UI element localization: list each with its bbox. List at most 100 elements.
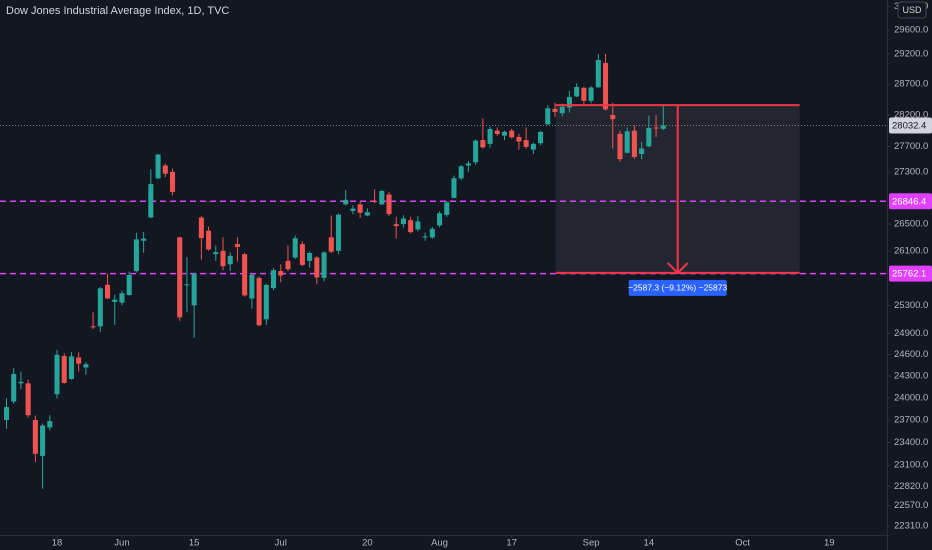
candle-body — [213, 252, 219, 255]
candle-body — [653, 127, 659, 129]
candle-body — [47, 421, 53, 428]
y-tick-label: 22820.0 — [894, 481, 928, 492]
candle-body — [307, 252, 313, 261]
x-tick-label: Aug — [431, 538, 448, 549]
candle-body — [299, 244, 305, 265]
candle-body — [400, 218, 406, 225]
candle-body — [328, 237, 334, 252]
candle-body — [83, 364, 89, 368]
candle-body — [429, 228, 435, 238]
y-tick-label: 28700.0 — [894, 79, 928, 90]
candle-body — [538, 131, 544, 144]
x-tick-label: 20 — [362, 538, 373, 549]
y-tick-label: 29600.0 — [894, 25, 928, 36]
candle-body — [364, 212, 370, 216]
candle-body — [206, 230, 212, 250]
candle-body — [3, 407, 10, 420]
candle-body — [141, 238, 147, 241]
y-tick-label: 26100.0 — [894, 245, 928, 256]
candle-body — [559, 106, 565, 114]
y-tick-label: 23100.0 — [894, 459, 928, 470]
candle-body — [574, 87, 580, 97]
candle-body — [227, 255, 233, 265]
candle-body — [198, 217, 204, 239]
candle-body — [444, 202, 450, 215]
hline-price-label-box — [889, 265, 932, 282]
candle-body — [408, 220, 414, 233]
candle-body — [516, 136, 522, 142]
candle-body — [234, 244, 240, 248]
candle-body — [610, 115, 616, 120]
x-tick-label: Jul — [275, 538, 287, 549]
candle-body — [285, 260, 291, 270]
candle-body — [458, 166, 464, 179]
y-tick-label: 27700.0 — [894, 141, 928, 152]
y-tick-label: 27300.0 — [894, 166, 928, 177]
y-tick-label: 22310.0 — [894, 521, 928, 532]
candle-body — [545, 108, 551, 125]
candle-body — [271, 270, 277, 289]
plot-area: −2587.3 (−9.12%) −25873 — [0, 53, 887, 489]
candle-body — [314, 257, 320, 278]
candle-body — [162, 165, 168, 174]
candle-body — [61, 356, 67, 383]
candle-body — [278, 271, 284, 276]
x-tick-label: Sep — [583, 538, 600, 549]
candle-body — [552, 108, 558, 112]
candle-body — [624, 131, 630, 153]
candle-body — [660, 125, 666, 129]
last-price-label-box — [889, 117, 932, 134]
candle-body — [256, 277, 262, 326]
candle-body — [646, 127, 652, 147]
y-tick-label: 26500.0 — [894, 219, 928, 230]
candle-body — [177, 237, 183, 318]
hline-price-label: 26846.4 — [892, 196, 926, 207]
candle-body — [184, 284, 190, 286]
candle-body — [105, 284, 111, 299]
candle-body — [242, 254, 248, 296]
candle-body — [343, 199, 349, 205]
x-tick-label: 14 — [644, 538, 655, 549]
candle-body — [530, 143, 536, 150]
candle-body — [487, 129, 493, 144]
y-tick-label: 23400.0 — [894, 437, 928, 448]
candle-body — [155, 154, 161, 179]
candle-body — [631, 130, 637, 157]
candle-body — [393, 224, 399, 227]
measure-label-box — [628, 279, 727, 296]
candle-body — [617, 133, 623, 160]
candle-body — [68, 356, 74, 380]
y-tick-label: 22570.0 — [894, 500, 928, 511]
candle-body — [465, 163, 471, 166]
y-tick-label: 29200.0 — [894, 48, 928, 59]
candle-body — [386, 194, 392, 215]
candle-body — [112, 299, 118, 302]
candle-body — [11, 373, 17, 402]
candle-body — [350, 208, 356, 211]
y-tick-label: 24000.0 — [894, 392, 928, 403]
candle-body — [97, 288, 103, 327]
candle-body — [603, 62, 609, 110]
currency-label: USD — [902, 5, 922, 15]
candle-body — [25, 383, 31, 416]
x-tick-label: 17 — [506, 538, 517, 549]
candle-body — [422, 236, 428, 238]
candle-body — [372, 201, 378, 203]
chart-title: Dow Jones Industrial Average Index, 1D, … — [6, 5, 229, 17]
candle-body — [357, 204, 363, 213]
y-tick-label: 28200.0 — [894, 110, 928, 121]
measure-arrow-head — [666, 262, 689, 275]
candle-body — [32, 419, 38, 454]
candle-body — [220, 250, 226, 267]
candle-body — [639, 148, 645, 155]
y-tick-label: 24900.0 — [894, 328, 928, 339]
candle-body — [501, 131, 508, 136]
candle-body — [494, 130, 500, 134]
time-axis — [0, 535, 887, 550]
x-tick-label: 18 — [52, 538, 63, 549]
x-tick-label: Oct — [735, 538, 750, 549]
candle-body — [451, 178, 457, 198]
hline-price-label-box — [889, 193, 932, 210]
